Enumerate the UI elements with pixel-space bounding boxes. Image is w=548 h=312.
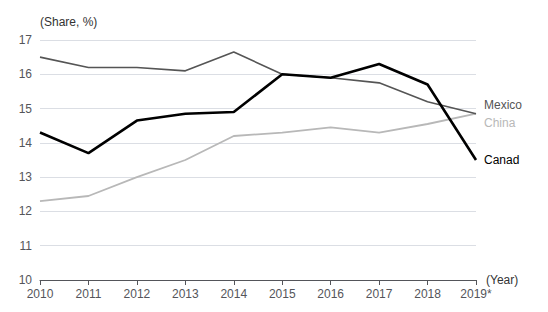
svg-text:Mexico: Mexico <box>484 98 522 112</box>
svg-text:Canad: Canad <box>484 153 519 167</box>
svg-text:16: 16 <box>19 67 33 81</box>
svg-text:2014: 2014 <box>220 287 247 301</box>
svg-text:10: 10 <box>19 273 33 287</box>
svg-text:2010: 2010 <box>27 287 54 301</box>
svg-text:(Year): (Year) <box>486 273 518 287</box>
svg-text:17: 17 <box>19 33 33 47</box>
svg-text:2013: 2013 <box>172 287 199 301</box>
svg-text:2016: 2016 <box>317 287 344 301</box>
svg-text:2019*: 2019* <box>460 287 492 301</box>
svg-text:(Share, %): (Share, %) <box>40 15 97 29</box>
svg-text:China: China <box>484 116 516 130</box>
svg-text:15: 15 <box>19 102 33 116</box>
svg-text:2017: 2017 <box>366 287 393 301</box>
svg-text:2018: 2018 <box>414 287 441 301</box>
svg-text:14: 14 <box>19 136 33 150</box>
svg-text:13: 13 <box>19 170 33 184</box>
svg-text:2012: 2012 <box>124 287 151 301</box>
svg-text:11: 11 <box>20 239 33 253</box>
svg-text:2015: 2015 <box>269 287 296 301</box>
svg-text:12: 12 <box>19 204 33 218</box>
svg-text:2011: 2011 <box>76 287 102 301</box>
